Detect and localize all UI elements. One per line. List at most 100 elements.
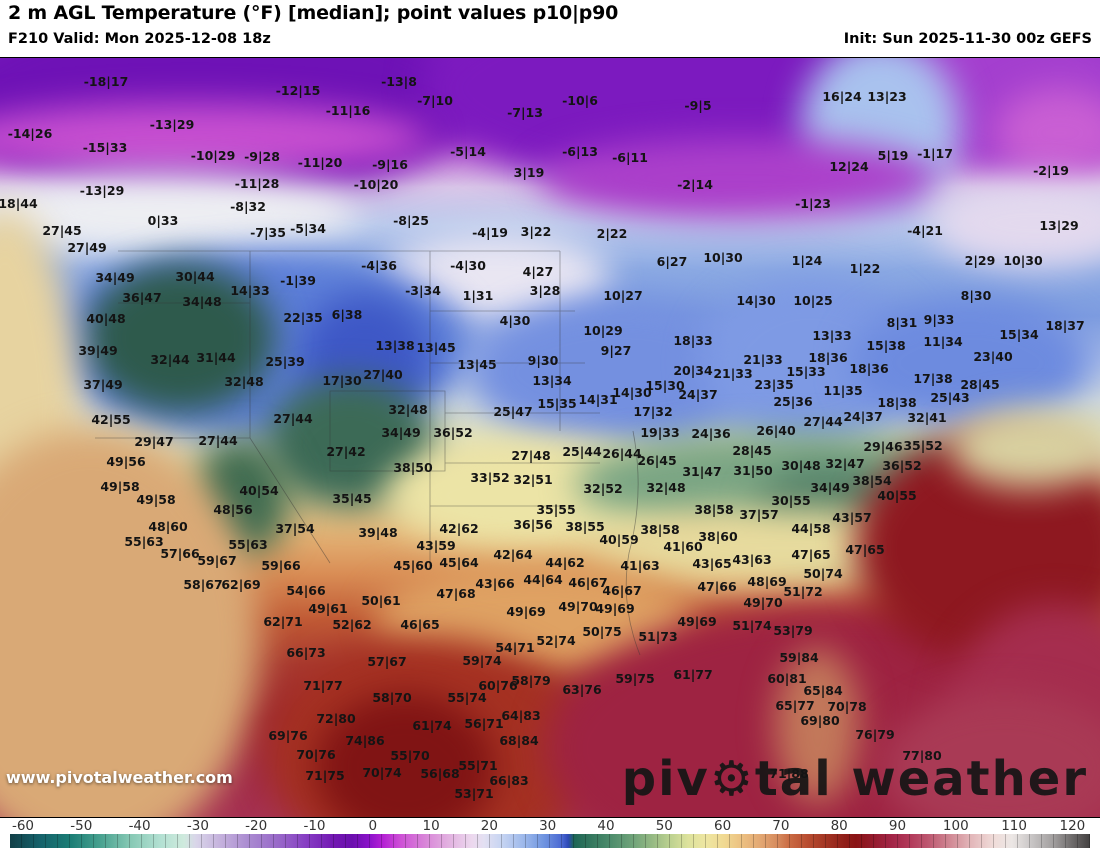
point-value-label: 13|23 — [867, 88, 907, 104]
point-value-label: 71|75 — [305, 767, 345, 783]
point-value-label: 49|69 — [677, 613, 717, 629]
point-value-label: 43|57 — [832, 509, 872, 525]
temperature-shading-blob — [315, 693, 495, 817]
point-value-label: 47|65 — [791, 546, 831, 562]
point-value-label: 8|30 — [960, 287, 992, 303]
point-value-label: 69|76 — [268, 727, 308, 743]
point-value-label: -6|11 — [612, 149, 648, 165]
point-value-label: 18|33 — [673, 332, 713, 348]
point-value-label: 18|37 — [1045, 317, 1085, 333]
point-value-label: 18|38 — [877, 394, 917, 410]
temperature-shading-blob — [85, 263, 275, 413]
point-value-label: 30|48 — [781, 457, 821, 473]
point-value-label: 46|65 — [400, 616, 440, 632]
point-value-label: 65|84 — [803, 682, 843, 698]
point-value-label: -6|13 — [562, 143, 598, 159]
point-value-label: -4|36 — [361, 257, 397, 273]
colorbar-tick-label: -30 — [186, 818, 209, 834]
point-value-label: 6|38 — [331, 306, 363, 322]
point-value-label: -8|25 — [393, 212, 429, 228]
point-value-label: 15|30 — [645, 377, 685, 393]
point-value-label: 48|56 — [213, 501, 253, 517]
point-value-label: 27|44 — [273, 410, 313, 426]
point-value-label: 71|88 — [769, 765, 809, 781]
point-value-label: 43|59 — [416, 537, 456, 553]
point-value-label: 36|52 — [882, 457, 922, 473]
point-value-label: 38|60 — [698, 528, 738, 544]
point-value-label: -13|29 — [79, 182, 125, 198]
point-value-label: 15|35 — [537, 395, 577, 411]
point-value-label: -7|10 — [417, 92, 453, 108]
point-value-label: 10|29 — [583, 322, 623, 338]
point-value-label: 12|24 — [829, 158, 869, 174]
temperature-shading-blob — [0, 103, 430, 173]
point-value-label: 21|33 — [743, 351, 783, 367]
point-value-label: 64|83 — [501, 707, 541, 723]
point-value-label: 46|67 — [602, 582, 642, 598]
colorbar-tick-label: -40 — [128, 818, 151, 834]
point-value-label: 54|71 — [495, 639, 535, 655]
point-value-label: 36|52 — [433, 424, 473, 440]
point-value-label: 8|31 — [886, 314, 918, 330]
point-value-label: -8|32 — [230, 198, 266, 214]
point-value-label: 34|48 — [182, 293, 222, 309]
point-value-label: 49|69 — [506, 603, 546, 619]
point-value-label: 50|75 — [582, 623, 622, 639]
point-value-label: -11|28 — [234, 175, 280, 191]
point-value-label: -9|28 — [244, 148, 280, 164]
point-value-label: 32|44 — [150, 351, 190, 367]
point-value-label: 57|66 — [160, 545, 200, 561]
colorbar-ticks: -60 -50 -40 -30 -20 -10 0 10 20 30 40 50 60 70 80 90 100… — [0, 818, 1100, 834]
point-value-label: 35|45 — [332, 490, 372, 506]
point-value-label: 46|67 — [568, 574, 608, 590]
point-value-label: 53|71 — [454, 785, 494, 801]
point-value-label: 6|27 — [656, 253, 688, 269]
point-value-label: 9|30 — [527, 352, 559, 368]
point-value-label: 18|44 — [0, 195, 38, 211]
point-value-label: 51|73 — [638, 628, 678, 644]
point-value-label: 62|71 — [263, 613, 303, 629]
point-value-label: 45|60 — [393, 557, 433, 573]
point-value-label: 33|52 — [470, 469, 510, 485]
point-value-label: 40|55 — [877, 487, 917, 503]
point-value-label: 37|57 — [739, 506, 779, 522]
logo-text-left: piv — [621, 751, 710, 807]
point-value-label: 37|49 — [83, 376, 123, 392]
point-value-label: 43|66 — [475, 575, 515, 591]
temperature-shading-blob — [850, 298, 1090, 428]
pivotal-weather-logo: piv⚙tal weather — [622, 755, 1088, 803]
point-value-label: 32|52 — [583, 480, 623, 496]
colorbar-legend: -60 -50 -40 -30 -20 -10 0 10 20 30 40 50 60 70 80 90 100… — [0, 818, 1100, 850]
point-value-label: 32|48 — [388, 401, 428, 417]
colorbar-tick-label: 30 — [539, 818, 557, 834]
map-title: 2 m AGL Temperature (°F) [median]; point… — [8, 2, 619, 24]
temperature-shading-blob — [0, 173, 360, 253]
point-value-label: 13|45 — [416, 339, 456, 355]
point-value-label: 60|81 — [767, 670, 807, 686]
point-value-label: -10|20 — [353, 176, 399, 192]
point-value-label: 51|74 — [732, 617, 772, 633]
point-value-label: 27|48 — [511, 447, 551, 463]
point-value-label: 27|45 — [42, 222, 82, 238]
colorbar-tick-label: 100 — [942, 818, 969, 834]
colorbar-tick-label: 70 — [772, 818, 790, 834]
point-value-label: 70|76 — [296, 746, 336, 762]
point-value-label: 2|22 — [596, 225, 628, 241]
point-value-label: 13|38 — [375, 337, 415, 353]
point-value-label: 14|30 — [736, 292, 776, 308]
temperature-shading-blob — [540, 138, 940, 218]
temperature-shading-blob — [950, 408, 1100, 488]
point-value-label: 15|34 — [999, 326, 1039, 342]
point-value-label: 27|44 — [803, 413, 843, 429]
point-value-label: 11|35 — [823, 382, 863, 398]
colorbar-tick-label: 10 — [422, 818, 440, 834]
point-value-label: 27|49 — [67, 239, 107, 255]
point-value-label: 24|37 — [678, 386, 718, 402]
point-value-label: 50|74 — [803, 565, 843, 581]
point-value-label: 61|77 — [673, 666, 713, 682]
point-value-label: 11|34 — [923, 333, 963, 349]
point-value-label: 52|74 — [536, 632, 576, 648]
point-value-label: 49|56 — [106, 453, 146, 469]
point-value-label: 40|54 — [239, 482, 279, 498]
colorbar-tick-label: 110 — [1001, 818, 1027, 834]
